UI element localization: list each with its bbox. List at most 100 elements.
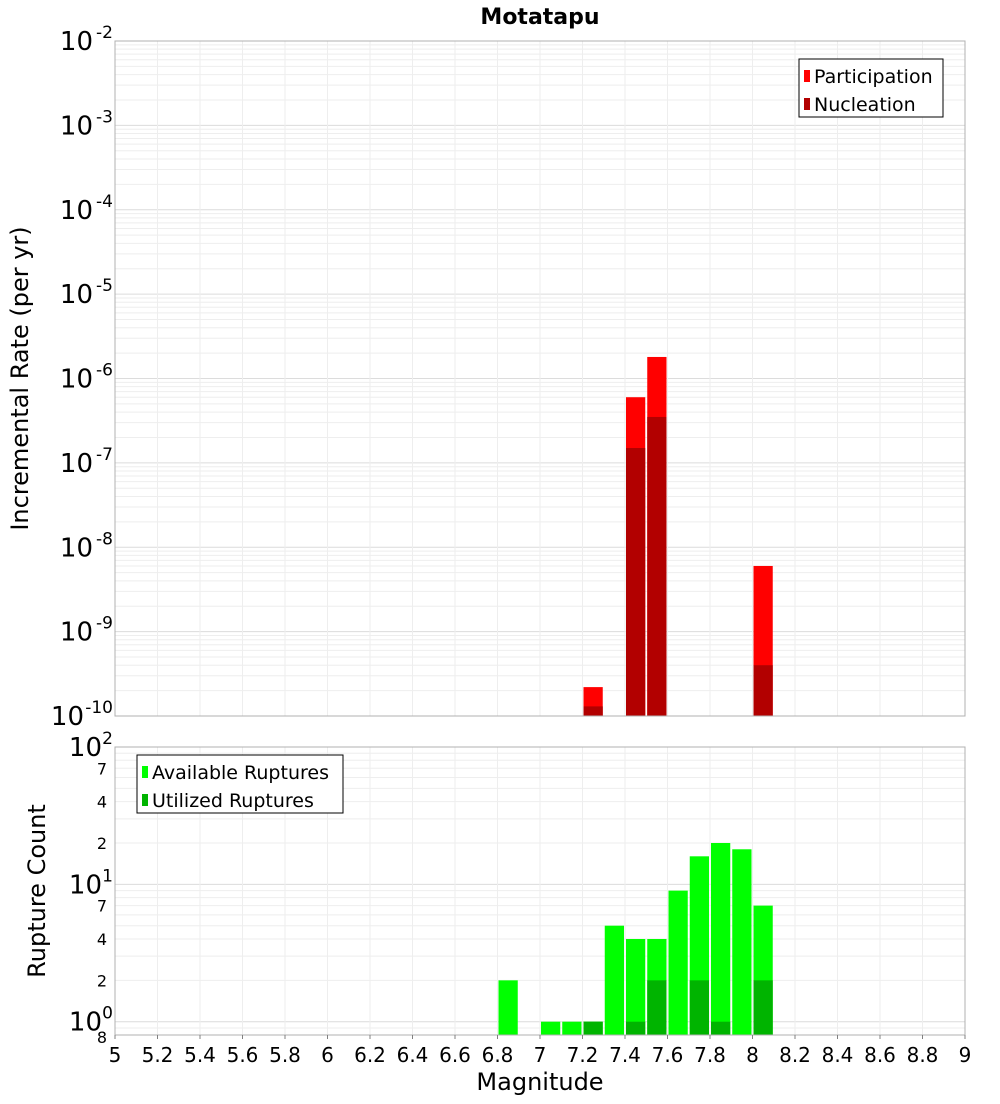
x-tick-label: 6.6	[439, 1043, 471, 1067]
top-y-tick-label-base: 10	[60, 365, 93, 395]
bottom-legend-label: Available Ruptures	[152, 762, 329, 784]
top-legend-swatch	[804, 98, 810, 110]
bottom-y-major-label-base: 10	[69, 1008, 102, 1038]
bottom-bar	[732, 849, 752, 1035]
top-legend: Participation Nucleation	[798, 58, 944, 118]
bottom-legend-swatch	[142, 794, 148, 806]
x-tick-label: 8.4	[822, 1043, 854, 1067]
top-y-tick-label-exponent: -2	[96, 23, 113, 43]
x-tick-label: 7.6	[652, 1043, 684, 1067]
bottom-bar	[753, 980, 773, 1035]
x-tick-label: 8.2	[779, 1043, 811, 1067]
x-tick-label: 8.6	[864, 1043, 896, 1067]
top-legend-label: Participation	[814, 66, 933, 88]
top-y-tick-label-base: 10	[60, 449, 93, 479]
x-tick-label: 5.2	[142, 1043, 174, 1067]
top-y-tick-label-base: 10	[60, 533, 93, 563]
top-bar	[753, 665, 773, 716]
top-y-tick-label-base: 10	[60, 618, 93, 648]
top-y-tick-label-exponent: -10	[85, 698, 113, 718]
x-tick-label: 7	[534, 1043, 547, 1067]
top-gridlines	[114, 41, 966, 717]
x-tick-label: 5.6	[227, 1043, 259, 1067]
bottom-y-major-label-exponent: 1	[102, 866, 113, 886]
bottom-bar	[562, 1021, 582, 1035]
top-y-tick-label-base: 10	[51, 702, 84, 732]
bottom-y-major-label: 010	[69, 1004, 113, 1038]
bottom-legend-box	[136, 754, 344, 814]
bottom-y-minor-label: 2	[97, 971, 107, 990]
top-plot-frame	[114, 40, 966, 717]
top-y-tick-label-exponent: -5	[96, 276, 113, 296]
top-y-axis-title: Incremental Rate (per yr)	[6, 226, 34, 530]
top-legend-swatch	[804, 70, 810, 82]
bottom-bar	[583, 1021, 603, 1035]
top-y-tick-label: -810	[60, 529, 113, 563]
bottom-y-minor-label: 7	[97, 897, 107, 916]
bottom-y-major-label-base: 10	[69, 733, 102, 763]
bottom-y-minor-label: 4	[97, 930, 107, 949]
x-tick-label: 5	[109, 1043, 122, 1067]
x-tick-label: 7.2	[567, 1043, 599, 1067]
bottom-legend-swatch	[142, 766, 148, 778]
bottom-y-major-label: 210	[69, 729, 113, 763]
bottom-y-major-label-base: 10	[69, 870, 102, 900]
x-tick-label: 5.4	[184, 1043, 216, 1067]
bottom-y-axis-title: Rupture Count	[23, 804, 51, 978]
bottom-bar	[498, 980, 518, 1035]
bottom-bar	[626, 939, 646, 1035]
top-y-tick-label-exponent: -3	[96, 107, 113, 127]
top-y-tick-label: -710	[60, 445, 113, 479]
top-y-tick-label: -210	[60, 23, 113, 57]
bottom-bar	[689, 980, 709, 1035]
top-y-tick-label: -310	[60, 107, 113, 141]
x-tick-label: 6	[321, 1043, 334, 1067]
top-y-tick-label: -410	[60, 192, 113, 226]
x-tick-label: 7.8	[694, 1043, 726, 1067]
bottom-y-major-label-exponent: 2	[102, 729, 113, 749]
x-tick-label: 8.8	[907, 1043, 939, 1067]
bottom-bar	[626, 1021, 646, 1035]
top-legend-label: Nucleation	[814, 94, 916, 116]
x-tick-label: 5.8	[269, 1043, 301, 1067]
bottom-y-minor-label: 4	[97, 793, 107, 812]
top-y-tick-label: -910	[60, 614, 113, 648]
bottom-bar	[668, 890, 688, 1035]
top-y-tick-label: -610	[60, 361, 113, 395]
x-tick-label: 6.8	[482, 1043, 514, 1067]
top-y-tick-label-exponent: -6	[96, 361, 113, 381]
x-tick-label: 7.4	[609, 1043, 641, 1067]
top-y-tick-label-exponent: -9	[96, 614, 113, 634]
top-y-tick-label-exponent: -8	[96, 529, 113, 549]
top-y-tick-label-base: 10	[60, 27, 93, 57]
bottom-y-major-label: 110	[69, 866, 113, 900]
top-y-tick-label: -510	[60, 276, 113, 310]
bottom-legend: Available Ruptures Utilized Ruptures	[136, 754, 344, 814]
x-tick-label: 6.2	[354, 1043, 386, 1067]
x-axis-title: Magnitude	[476, 1068, 603, 1096]
bottom-y-major-label-exponent: 0	[102, 1004, 113, 1024]
bottom-legend-label: Utilized Ruptures	[152, 790, 314, 812]
bottom-y-minor-label: 7	[97, 759, 107, 778]
top-y-tick-label-base: 10	[60, 111, 93, 141]
bottom-series-utilized-ruptures	[583, 980, 773, 1035]
bottom-y-minor-label: 2	[97, 834, 107, 853]
top-y-tick-label-base: 10	[60, 196, 93, 226]
top-bar	[647, 416, 667, 716]
x-tick-label: 9	[959, 1043, 972, 1067]
top-bar	[626, 448, 646, 716]
top-y-tick-label-base: 10	[60, 280, 93, 310]
x-tick-label: 6.4	[397, 1043, 429, 1067]
bottom-y-minor-label: 8	[97, 1028, 107, 1047]
bottom-bar	[541, 1021, 561, 1035]
bottom-bar	[711, 843, 731, 1035]
chart-title: Motatapu	[480, 5, 599, 30]
bottom-bar	[711, 1021, 731, 1035]
top-series-nucleation	[583, 416, 773, 716]
bottom-bar	[604, 925, 624, 1035]
bottom-bar	[647, 980, 667, 1035]
top-bar	[583, 706, 603, 716]
